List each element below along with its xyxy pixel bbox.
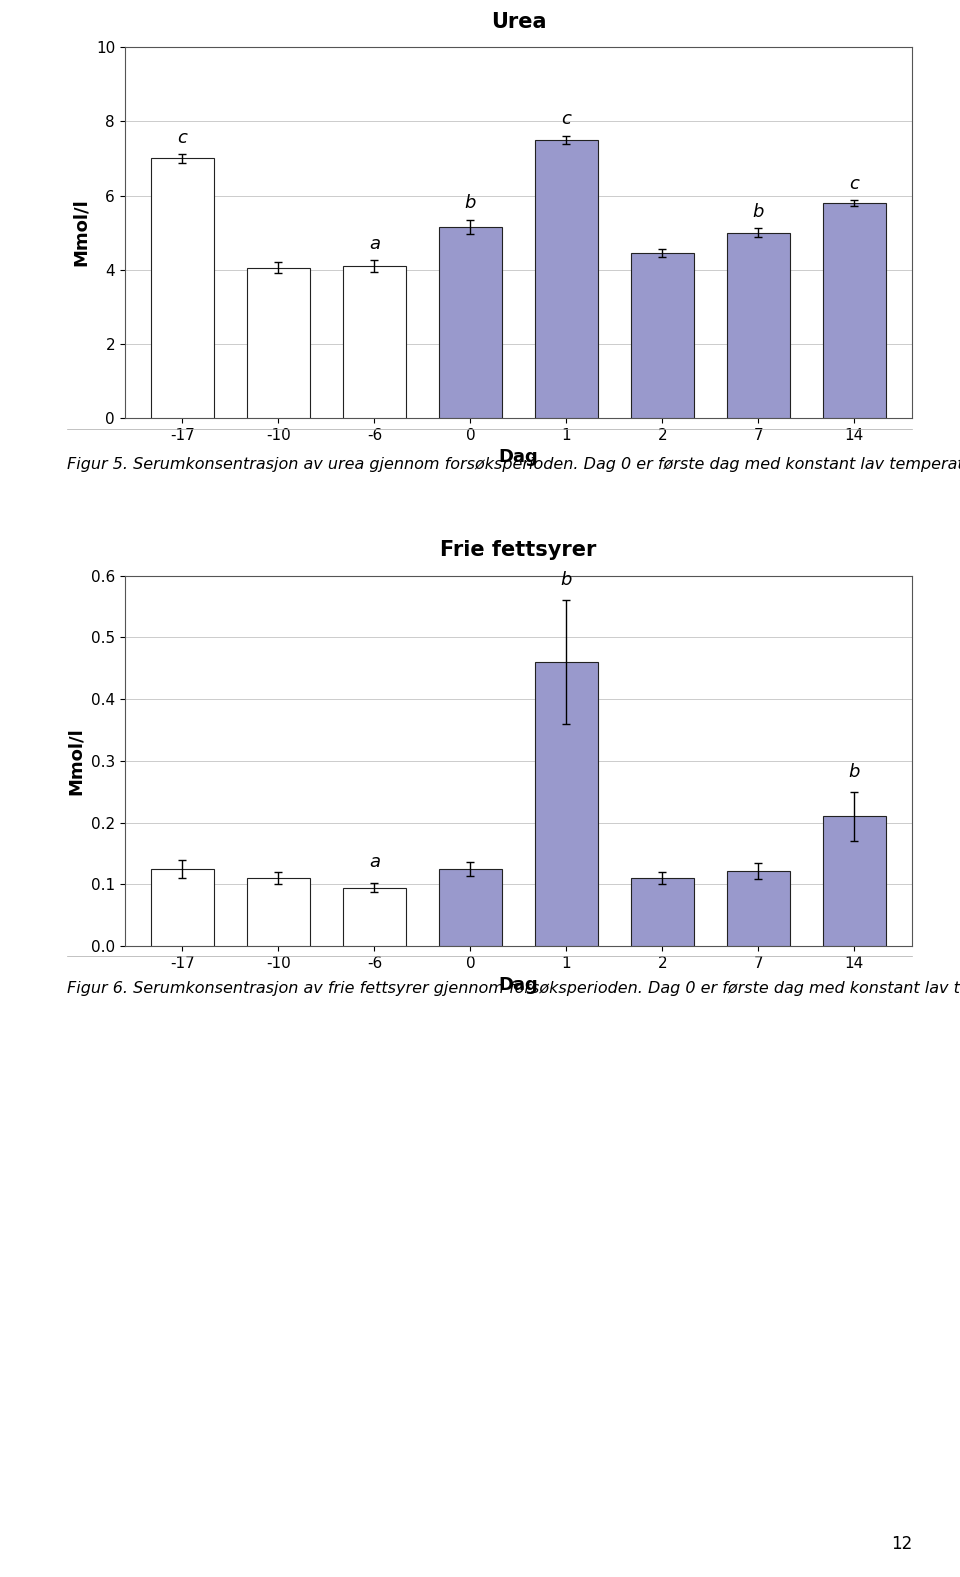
Text: b: b — [561, 571, 572, 590]
Text: c: c — [850, 175, 859, 192]
Y-axis label: Mmol/l: Mmol/l — [72, 199, 90, 267]
Text: Figur 5. Serumkonsentrasjon av urea gjennom forsøksperioden. Dag 0 er første dag: Figur 5. Serumkonsentrasjon av urea gjen… — [67, 457, 960, 473]
Title: Frie fettsyrer: Frie fettsyrer — [441, 541, 596, 560]
Text: c: c — [178, 129, 187, 147]
Bar — [344, 267, 406, 418]
X-axis label: Dag: Dag — [498, 976, 539, 995]
Text: b: b — [465, 194, 476, 213]
Bar — [824, 817, 886, 946]
Text: b: b — [849, 763, 860, 781]
Bar — [440, 227, 501, 418]
Bar — [152, 158, 214, 418]
Text: 12: 12 — [891, 1536, 912, 1553]
Bar — [632, 878, 694, 946]
Y-axis label: Mmol/l: Mmol/l — [67, 727, 85, 795]
Bar — [440, 869, 501, 946]
Bar — [152, 869, 214, 946]
Text: a: a — [369, 235, 380, 252]
Bar — [536, 140, 598, 418]
Title: Urea: Urea — [491, 13, 546, 32]
Bar — [632, 252, 694, 418]
X-axis label: Dag: Dag — [498, 448, 539, 467]
Text: c: c — [562, 110, 571, 128]
Bar — [248, 878, 310, 946]
Bar — [728, 871, 790, 946]
Text: Figur 6. Serumkonsentrasjon av frie fettsyrer gjennom forsøksperioden. Dag 0 er : Figur 6. Serumkonsentrasjon av frie fett… — [67, 981, 960, 997]
Bar — [344, 888, 406, 946]
Text: a: a — [369, 853, 380, 872]
Bar — [536, 662, 598, 946]
Bar — [728, 232, 790, 418]
Text: b: b — [753, 203, 764, 221]
Bar — [248, 268, 310, 418]
Bar — [824, 203, 886, 418]
